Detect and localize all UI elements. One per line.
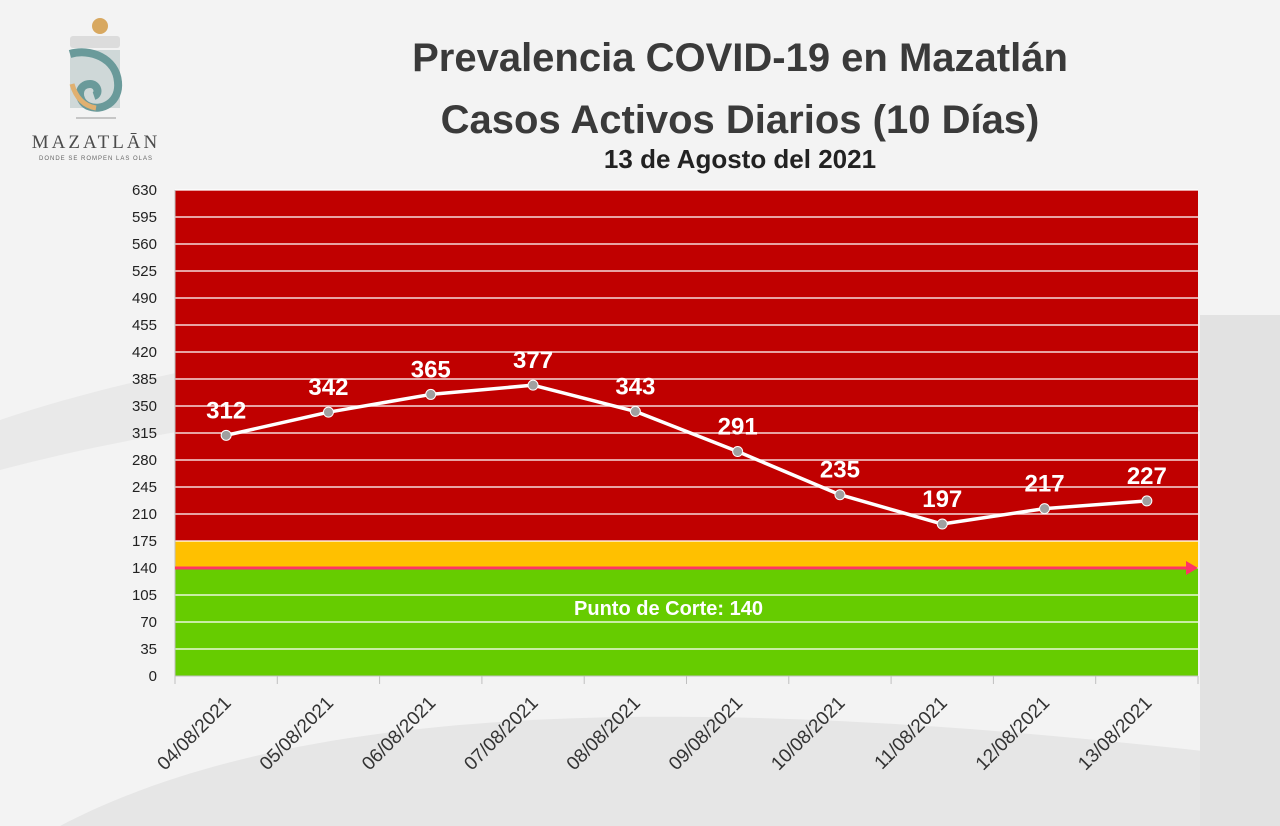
y-tick-label: 560 <box>132 236 157 253</box>
data-label: 235 <box>820 457 860 484</box>
data-label: 312 <box>206 397 246 424</box>
data-point <box>322 406 334 418</box>
x-tick-label: 09/08/2021 <box>665 693 747 775</box>
y-tick-label: 595 <box>132 209 157 226</box>
zone-band-1 <box>175 541 1198 568</box>
data-label: 197 <box>922 486 962 513</box>
x-tick-label: 10/08/2021 <box>767 693 849 775</box>
data-point <box>527 379 539 391</box>
y-tick-label: 245 <box>132 479 157 496</box>
x-tick-label: 08/08/2021 <box>563 693 645 775</box>
y-tick-label: 175 <box>132 533 157 550</box>
data-label: 342 <box>308 374 348 401</box>
zone-band-2 <box>175 190 1198 541</box>
data-label: 343 <box>615 373 655 400</box>
y-tick-label: 140 <box>132 560 157 577</box>
x-tick-label: 13/08/2021 <box>1074 693 1156 775</box>
x-tick-label: 12/08/2021 <box>972 693 1054 775</box>
y-tick-label: 525 <box>132 263 157 280</box>
y-tick-label: 105 <box>132 587 157 604</box>
y-tick-label: 490 <box>132 290 157 307</box>
y-tick-label: 420 <box>132 344 157 361</box>
chart-title: Prevalencia COVID-19 en Mazatlán <box>412 36 1068 80</box>
y-tick-label: 630 <box>132 182 157 199</box>
x-tick-label: 07/08/2021 <box>460 693 542 775</box>
y-tick-label: 35 <box>140 641 157 658</box>
cutoff-label: Punto de Corte: 140 <box>574 598 763 620</box>
data-point <box>1141 495 1153 507</box>
y-tick-label: 350 <box>132 398 157 415</box>
cutoff-arrow-icon <box>1186 561 1198 575</box>
chart-date: 13 de Agosto del 2021 <box>603 144 877 174</box>
y-tick-label: 210 <box>132 506 157 523</box>
data-point <box>1039 503 1051 515</box>
data-label: 365 <box>411 356 451 383</box>
logo-wordmark: MAZATLĀN <box>31 132 161 153</box>
data-label: 217 <box>1025 471 1065 498</box>
y-tick-label: 455 <box>132 317 157 334</box>
data-label: 377 <box>513 347 553 374</box>
x-tick-label: 06/08/2021 <box>358 693 440 775</box>
data-point <box>629 405 641 417</box>
data-point <box>936 518 948 530</box>
y-tick-label: 280 <box>132 452 157 469</box>
x-tick-label: 04/08/2021 <box>154 693 236 775</box>
data-label: 291 <box>718 414 758 441</box>
data-point <box>220 429 232 441</box>
data-point <box>834 489 846 501</box>
y-tick-label: 315 <box>132 425 157 442</box>
y-tick-label: 385 <box>132 371 157 388</box>
data-point <box>425 388 437 400</box>
y-tick-label: 0 <box>149 668 157 685</box>
x-tick-label: 11/08/2021 <box>871 693 952 774</box>
data-point <box>732 446 744 458</box>
x-tick-label: 05/08/2021 <box>256 693 338 775</box>
chart-subtitle: Casos Activos Diarios (10 Días) <box>440 98 1040 142</box>
logo-tagline: DONDE SE ROMPEN LAS OLAS <box>38 156 154 162</box>
wave-emblem-icon <box>68 18 123 119</box>
mazatlan-logo: MAZATLĀN DONDE SE ROMPEN LAS OLAS <box>14 14 178 174</box>
y-tick-label: 70 <box>140 614 157 631</box>
data-label: 227 <box>1127 463 1167 490</box>
series-line <box>225 383 1147 526</box>
